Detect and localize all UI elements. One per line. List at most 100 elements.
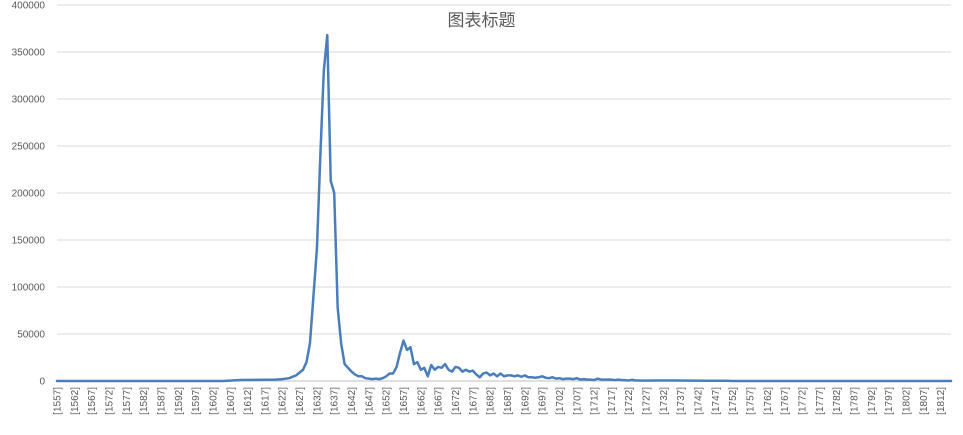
x-tick-label: [1652] [382, 387, 393, 415]
x-tick-label: [1762] [763, 387, 774, 415]
data-point [548, 377, 550, 379]
x-tick-label: [1602] [208, 387, 219, 415]
data-point [517, 374, 519, 376]
x-tick-label: [1587] [156, 387, 167, 415]
y-axis-ticks: 0 50000 100000 150000 200000 250000 300000 3500… [12, 1, 46, 388]
x-tick-label: [1572] [104, 387, 115, 415]
data-point [368, 378, 370, 380]
data-point [344, 363, 346, 365]
data-point [479, 376, 481, 378]
data-point [444, 363, 446, 365]
data-point [354, 373, 356, 376]
y-tick-label: 300000 [12, 95, 46, 106]
data-point [506, 374, 509, 376]
data-point [340, 342, 342, 344]
data-point [413, 363, 415, 365]
data-point [583, 378, 585, 380]
x-tick-label: [1797] [884, 387, 895, 415]
data-point [447, 369, 450, 371]
data-point [655, 379, 658, 382]
data-point [430, 364, 432, 366]
data-point [288, 377, 290, 379]
data-point [302, 369, 304, 371]
data-point [486, 371, 488, 374]
data-point [503, 375, 505, 377]
x-tick-label: [1807] [919, 387, 930, 415]
data-point [628, 379, 630, 382]
data-point [603, 378, 606, 381]
data-point [319, 154, 321, 156]
data-point [610, 378, 613, 381]
data-point [420, 369, 422, 371]
data-point [614, 379, 616, 381]
data-point [371, 378, 373, 380]
data-point [316, 248, 318, 250]
data-point [593, 379, 595, 381]
x-tick-label: [1772] [798, 387, 809, 415]
data-point [458, 367, 460, 369]
data-point [323, 70, 325, 72]
x-tick-label: [1727] [642, 387, 653, 415]
x-tick-label: [1737] [676, 387, 687, 415]
data-point [375, 378, 377, 380]
data-point [565, 378, 567, 380]
data-point [395, 366, 398, 368]
x-tick-label: [1597] [191, 387, 202, 415]
x-tick-label: [1607] [226, 387, 237, 415]
y-tick-label: 250000 [12, 142, 46, 153]
data-point [642, 380, 644, 382]
data-point [475, 373, 477, 376]
data-point [392, 372, 394, 375]
data-point [558, 377, 561, 379]
data-point [468, 371, 470, 373]
x-tick-label: [1687] [503, 387, 514, 415]
x-tick-label: [1692] [520, 387, 531, 415]
data-point [427, 375, 429, 377]
x-tick-label: [1767] [780, 387, 791, 415]
data-point [274, 378, 276, 381]
x-tick-label: [1632] [312, 387, 323, 415]
data-point [531, 376, 533, 378]
data-point [590, 378, 592, 381]
data-point [631, 379, 633, 381]
x-tick-label: [1792] [867, 387, 878, 415]
data-point [472, 370, 474, 372]
x-tick-label: [1787] [849, 387, 860, 415]
y-tick-label: 50000 [17, 330, 45, 341]
data-point [513, 375, 515, 377]
data-point [333, 192, 335, 194]
data-point [524, 374, 526, 376]
data-point [416, 361, 418, 363]
data-point [624, 379, 626, 381]
data-point [357, 375, 360, 377]
data-point [576, 377, 578, 379]
y-tick-label: 100000 [12, 283, 46, 294]
data-point [541, 375, 543, 377]
data-point [732, 380, 734, 382]
x-tick-label: [1707] [572, 387, 583, 415]
data-point [399, 352, 401, 354]
x-tick-label: [1752] [728, 387, 739, 415]
x-tick-label: [1757] [746, 387, 757, 415]
x-tick-label: [1657] [399, 387, 410, 415]
x-tick-label: [1712] [590, 387, 601, 415]
series-layer [55, 33, 953, 383]
data-point [621, 379, 623, 381]
data-point [364, 377, 366, 379]
data-point [330, 180, 332, 182]
x-axis-ticks: [1557] [1562] [1567] [1572] [1577] [1582] [158… [53, 387, 948, 415]
x-tick-label: [1802] [901, 387, 912, 415]
x-tick-label: [1592] [174, 387, 185, 415]
chart-title: 图表标题 [447, 11, 516, 31]
data-point [673, 379, 675, 382]
data-point [451, 371, 453, 373]
gridlines [57, 4, 951, 382]
data-point [222, 380, 224, 382]
data-point [617, 378, 619, 381]
x-tick-label: [1722] [624, 387, 635, 415]
data-point [350, 371, 353, 373]
data-point [600, 378, 602, 381]
data-point [465, 369, 467, 371]
data-point [496, 375, 498, 377]
